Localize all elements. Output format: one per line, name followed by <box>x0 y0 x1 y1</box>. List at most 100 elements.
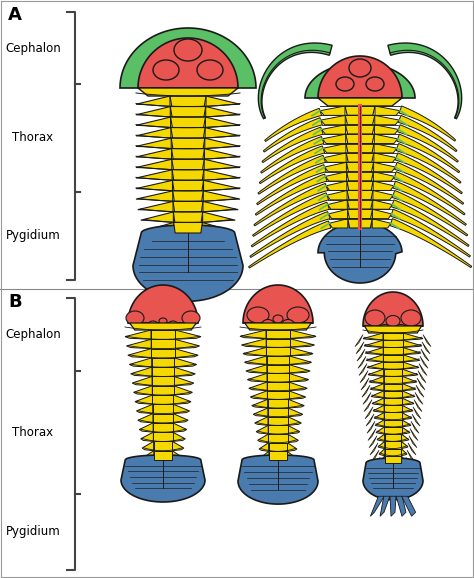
Polygon shape <box>402 405 413 413</box>
Polygon shape <box>383 333 403 340</box>
Polygon shape <box>268 434 288 443</box>
Text: Thorax: Thorax <box>12 131 54 144</box>
Polygon shape <box>399 116 457 151</box>
Polygon shape <box>402 362 419 369</box>
Polygon shape <box>402 391 415 398</box>
Polygon shape <box>266 339 290 347</box>
Polygon shape <box>380 456 385 463</box>
Polygon shape <box>372 218 391 228</box>
Polygon shape <box>373 181 394 191</box>
Polygon shape <box>325 162 346 172</box>
Polygon shape <box>288 399 304 408</box>
Polygon shape <box>318 98 402 106</box>
Polygon shape <box>406 457 414 469</box>
Polygon shape <box>370 384 384 391</box>
Polygon shape <box>154 432 173 442</box>
Ellipse shape <box>168 321 178 329</box>
Polygon shape <box>374 153 396 162</box>
Polygon shape <box>269 451 287 460</box>
Text: Thorax: Thorax <box>12 426 54 439</box>
Polygon shape <box>152 367 174 376</box>
Polygon shape <box>372 398 384 405</box>
Polygon shape <box>373 200 392 209</box>
Text: Pygidium: Pygidium <box>6 229 60 242</box>
Polygon shape <box>383 362 402 369</box>
Polygon shape <box>141 432 154 442</box>
Polygon shape <box>173 442 184 451</box>
Text: Cephalon: Cephalon <box>5 42 61 55</box>
Polygon shape <box>288 417 301 425</box>
Polygon shape <box>256 425 268 434</box>
Ellipse shape <box>153 60 179 80</box>
Polygon shape <box>173 395 191 404</box>
Polygon shape <box>346 143 374 153</box>
Polygon shape <box>152 386 173 395</box>
Polygon shape <box>401 449 407 456</box>
Polygon shape <box>346 172 374 181</box>
Polygon shape <box>245 356 266 365</box>
Ellipse shape <box>395 324 407 334</box>
Polygon shape <box>395 153 462 194</box>
Polygon shape <box>403 333 423 340</box>
Polygon shape <box>374 143 397 153</box>
Polygon shape <box>402 384 416 391</box>
Polygon shape <box>321 116 345 125</box>
Polygon shape <box>412 414 420 426</box>
Polygon shape <box>369 436 377 448</box>
Polygon shape <box>170 106 206 117</box>
Polygon shape <box>138 414 153 423</box>
Polygon shape <box>238 455 318 504</box>
Polygon shape <box>345 116 375 125</box>
Polygon shape <box>348 218 372 228</box>
Polygon shape <box>321 125 346 134</box>
Polygon shape <box>267 382 289 391</box>
Polygon shape <box>154 451 172 460</box>
Polygon shape <box>142 442 154 451</box>
Ellipse shape <box>262 320 274 328</box>
Polygon shape <box>136 138 171 149</box>
Polygon shape <box>414 399 422 412</box>
Polygon shape <box>245 323 311 330</box>
Polygon shape <box>151 330 175 339</box>
Polygon shape <box>371 450 379 462</box>
Polygon shape <box>384 427 401 434</box>
Polygon shape <box>137 404 153 414</box>
Polygon shape <box>246 365 267 373</box>
Polygon shape <box>259 443 269 451</box>
Polygon shape <box>384 434 401 442</box>
Polygon shape <box>363 333 383 340</box>
Polygon shape <box>202 223 231 233</box>
Polygon shape <box>323 143 346 153</box>
Polygon shape <box>289 391 306 399</box>
Polygon shape <box>318 223 402 283</box>
Polygon shape <box>371 391 384 398</box>
Polygon shape <box>139 423 153 432</box>
Polygon shape <box>253 193 328 236</box>
Polygon shape <box>347 209 373 218</box>
Polygon shape <box>152 376 174 386</box>
Polygon shape <box>289 373 309 382</box>
Polygon shape <box>153 414 173 423</box>
Polygon shape <box>262 127 323 162</box>
Polygon shape <box>204 170 240 180</box>
Polygon shape <box>320 106 345 116</box>
Polygon shape <box>132 376 152 386</box>
Polygon shape <box>250 391 267 399</box>
Polygon shape <box>402 369 418 376</box>
Polygon shape <box>136 149 172 159</box>
Polygon shape <box>173 414 188 423</box>
Polygon shape <box>204 149 240 159</box>
Polygon shape <box>205 138 240 149</box>
Polygon shape <box>322 134 346 143</box>
Polygon shape <box>368 428 376 440</box>
Polygon shape <box>396 497 406 516</box>
Polygon shape <box>364 340 383 347</box>
Polygon shape <box>120 28 256 88</box>
Polygon shape <box>392 200 469 246</box>
Polygon shape <box>153 423 173 432</box>
Polygon shape <box>256 165 326 205</box>
Polygon shape <box>205 128 240 138</box>
Polygon shape <box>174 349 198 358</box>
Polygon shape <box>305 63 415 98</box>
Polygon shape <box>401 497 416 516</box>
